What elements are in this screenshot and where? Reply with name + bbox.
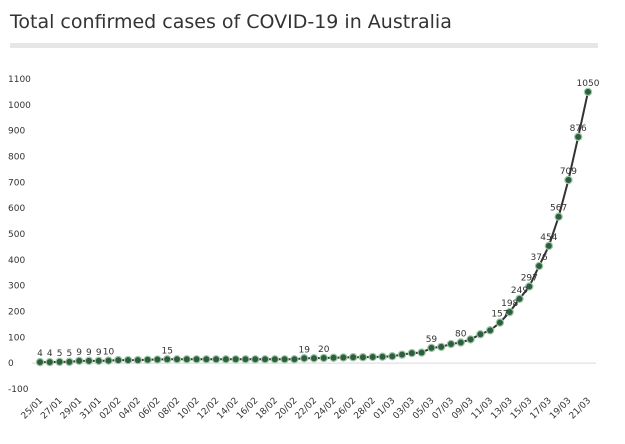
marker <box>476 330 485 339</box>
marker <box>84 356 94 366</box>
marker <box>143 355 152 365</box>
marker <box>104 356 113 365</box>
marker <box>202 355 211 364</box>
data-label: 249 <box>511 286 528 296</box>
marker <box>456 338 465 347</box>
data-label: 10 <box>103 348 115 358</box>
marker <box>300 354 309 363</box>
marker <box>339 353 348 362</box>
marker <box>231 355 240 364</box>
marker <box>407 348 417 358</box>
data-label: 567 <box>550 204 567 214</box>
y-tick-label: 300 <box>8 282 25 292</box>
marker <box>251 355 260 364</box>
marker <box>270 355 280 364</box>
marker <box>378 352 387 361</box>
marker <box>437 342 446 352</box>
marker <box>280 355 289 364</box>
y-tick-label: 1100 <box>8 75 31 85</box>
data-label: 454 <box>540 233 557 243</box>
marker <box>319 353 328 363</box>
marker <box>329 353 338 362</box>
y-tick-label: 100 <box>8 333 25 343</box>
data-label: 9 <box>86 348 92 358</box>
marker <box>515 294 524 304</box>
marker <box>172 355 182 364</box>
marker <box>564 175 573 185</box>
marker <box>182 355 191 364</box>
x-tick-label: 21/03 <box>568 396 593 421</box>
y-tick-label: 500 <box>8 230 25 240</box>
marker <box>309 354 319 363</box>
marker <box>74 356 84 366</box>
y-tick-label: 800 <box>8 153 25 163</box>
marker <box>123 355 133 365</box>
y-tick-label: 700 <box>8 178 25 188</box>
data-label: 876 <box>570 124 587 134</box>
y-tick-label: 0 <box>8 359 14 369</box>
data-label: 1050 <box>577 79 600 89</box>
marker <box>358 353 368 362</box>
marker <box>94 356 103 366</box>
marker <box>427 343 436 353</box>
y-tick-label: 400 <box>8 256 25 266</box>
y-tick-label: 600 <box>8 204 25 214</box>
marker <box>65 357 74 367</box>
data-label: 297 <box>521 273 538 283</box>
marker <box>583 87 593 97</box>
marker <box>544 241 554 251</box>
marker <box>495 318 505 327</box>
marker <box>192 355 201 364</box>
chart-title: Total confirmed cases of COVID-19 in Aus… <box>9 11 452 33</box>
marker <box>446 339 456 349</box>
marker <box>505 307 514 317</box>
data-label: 4 <box>37 349 43 359</box>
marker <box>221 355 231 364</box>
data-label: 9 <box>76 348 82 358</box>
y-tick-label: -100 <box>8 385 29 395</box>
marker <box>525 282 534 291</box>
data-label: 198 <box>501 299 518 309</box>
marker <box>211 355 221 364</box>
marker <box>388 351 397 361</box>
data-label: 376 <box>530 253 547 263</box>
marker <box>290 355 299 364</box>
marker <box>485 326 495 335</box>
data-label: 59 <box>426 335 438 345</box>
marker <box>397 350 407 359</box>
marker <box>368 352 377 362</box>
marker <box>466 335 475 344</box>
marker <box>241 355 250 364</box>
marker <box>133 355 143 365</box>
marker <box>260 355 270 364</box>
marker <box>153 355 162 364</box>
marker <box>554 212 563 221</box>
marker <box>574 132 583 142</box>
y-tick-label: 200 <box>8 308 25 318</box>
data-label: 9 <box>96 348 102 358</box>
data-label: 709 <box>560 167 577 177</box>
data-label: 20 <box>318 345 330 355</box>
marker <box>534 261 544 271</box>
marker <box>417 348 426 357</box>
data-label: 15 <box>161 346 172 356</box>
data-label: 5 <box>57 349 63 359</box>
title-rule <box>10 43 598 48</box>
marker <box>45 357 54 367</box>
marker <box>348 353 358 362</box>
data-label: 4 <box>47 349 53 359</box>
marker <box>35 357 45 367</box>
data-label: 5 <box>66 349 72 359</box>
marker <box>55 357 64 367</box>
y-tick-label: 1000 <box>8 101 31 111</box>
data-label: 157 <box>491 310 508 320</box>
marker <box>114 355 123 365</box>
y-tick-label: 900 <box>8 127 25 137</box>
marker <box>163 355 172 364</box>
line <box>40 91 589 364</box>
data-label: 80 <box>455 330 467 340</box>
data-label: 19 <box>298 345 310 355</box>
